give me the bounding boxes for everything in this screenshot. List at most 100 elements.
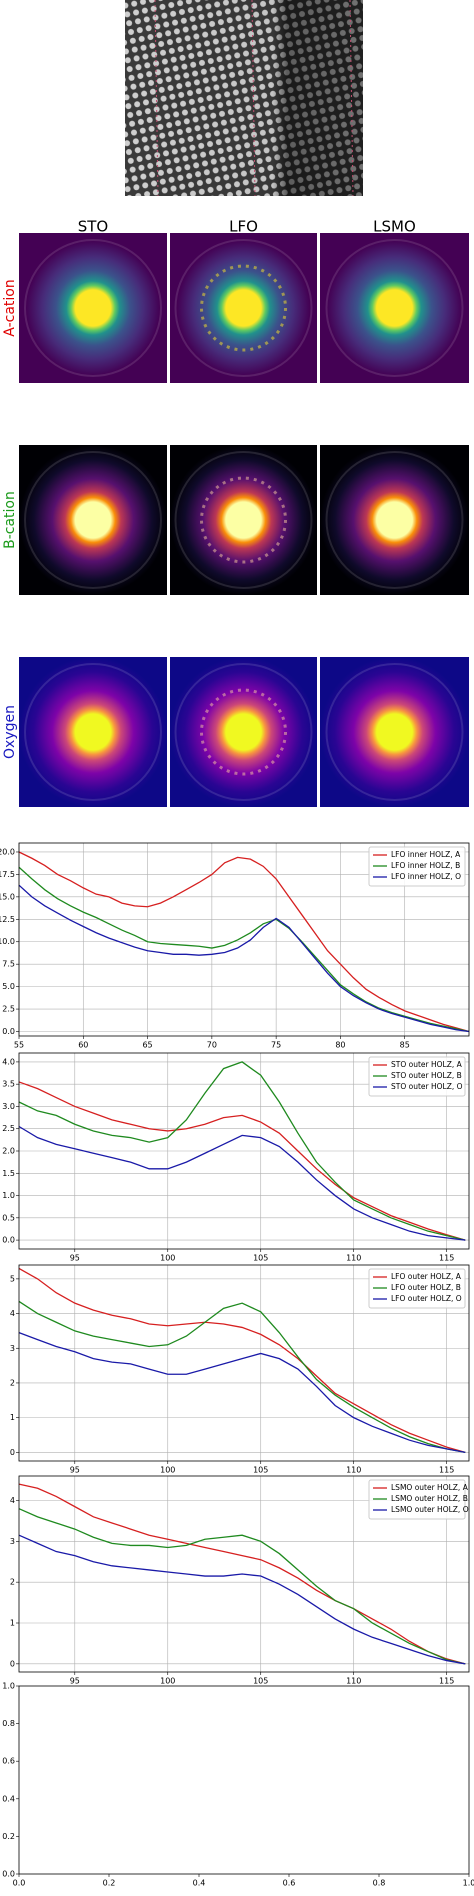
- series-line: [18, 1081, 466, 1241]
- legend-label: STO outer HOLZ, A: [391, 1060, 463, 1069]
- x-tick-label: 95: [70, 1466, 80, 1475]
- y-tick-label: 4: [10, 1309, 15, 1318]
- y-tick-label: 0.0: [2, 1870, 15, 1879]
- y-tick-label: 10.0: [0, 937, 15, 946]
- x-tick-label: 115: [439, 1677, 454, 1686]
- y-tick-label: 2.0: [2, 1147, 15, 1156]
- x-tick-label: 95: [70, 1254, 80, 1263]
- axes-frame: [18, 1052, 470, 1250]
- axes-frame: [18, 1475, 470, 1673]
- x-tick-label: 55: [14, 1041, 24, 1050]
- y-tick-label: 0.0: [2, 1027, 15, 1036]
- x-tick-label: 60: [78, 1041, 88, 1050]
- holz-ring: [174, 451, 313, 589]
- legend-label: LSMO outer HOLZ, O: [391, 1505, 469, 1514]
- legend-label: STO outer HOLZ, O: [391, 1082, 463, 1091]
- row-label: Oxygen: [2, 705, 18, 759]
- holz-ring: [200, 476, 287, 564]
- y-tick-label: 7.5: [2, 960, 15, 969]
- y-tick-label: 0.4: [2, 1794, 15, 1803]
- diffraction-panel: [320, 445, 469, 595]
- legend-box: [368, 1056, 466, 1097]
- x-tick-label: 0.6: [283, 1879, 296, 1888]
- series-line: [18, 1332, 466, 1453]
- legend-box: [368, 1479, 466, 1520]
- series-line: [18, 1483, 466, 1665]
- y-tick-label: 3.5: [2, 1080, 15, 1089]
- y-tick-label: 0.0: [2, 1236, 15, 1245]
- holz-ring: [24, 663, 162, 801]
- x-tick-label: 110: [346, 1466, 361, 1475]
- axes-frame: [18, 1264, 470, 1462]
- y-tick-label: 1: [10, 1619, 15, 1628]
- x-tick-label: 95: [70, 1677, 80, 1686]
- x-tick-label: 105: [253, 1254, 268, 1263]
- x-tick-label: 115: [439, 1254, 454, 1263]
- legend-label: LFO inner HOLZ, B: [391, 861, 460, 870]
- y-tick-label: 12.5: [0, 915, 15, 924]
- y-tick-label: 3: [10, 1537, 15, 1546]
- series-line: [18, 1267, 466, 1453]
- x-tick-label: 0.2: [103, 1879, 116, 1888]
- diffraction-panel: [19, 445, 167, 595]
- diffraction-panel: [170, 657, 317, 807]
- row-label: A-cation: [2, 279, 18, 336]
- legend-label: LSMO outer HOLZ, A: [391, 1483, 469, 1492]
- y-tick-label: 3.0: [2, 1102, 15, 1111]
- x-tick-label: 100: [160, 1677, 175, 1686]
- y-tick-label: 2: [10, 1378, 15, 1387]
- y-tick-label: 2.5: [2, 1005, 15, 1014]
- holz-ring: [24, 239, 162, 377]
- x-tick-label: 1.0: [463, 1879, 474, 1888]
- x-tick-label: 0.8: [373, 1879, 386, 1888]
- series-line: [18, 866, 470, 1033]
- y-tick-label: 17.5: [0, 870, 15, 879]
- y-tick-label: 3: [10, 1344, 15, 1353]
- y-tick-label: 1.0: [2, 1682, 15, 1691]
- axes-frame: [18, 1685, 470, 1875]
- diffraction-panel: [170, 233, 317, 383]
- x-tick-label: 0.4: [193, 1879, 206, 1888]
- x-tick-label: 70: [207, 1041, 217, 1050]
- y-tick-label: 4: [10, 1496, 15, 1505]
- y-tick-label: 15.0: [0, 892, 15, 901]
- y-tick-label: 0: [10, 1659, 15, 1668]
- axes-frame: [18, 842, 470, 1037]
- holz-ring: [174, 663, 313, 801]
- y-tick-label: 5: [10, 1274, 15, 1283]
- charts: 556065707580850.02.55.07.510.012.515.017…: [0, 842, 474, 1888]
- column-label: STO: [78, 218, 109, 236]
- y-tick-label: 0.2: [2, 1832, 15, 1841]
- series-line: [18, 1125, 466, 1241]
- holz-ring: [325, 239, 464, 377]
- plot-area: [19, 1686, 469, 1874]
- legend-label: LFO outer HOLZ, O: [391, 1294, 462, 1303]
- x-tick-label: 110: [346, 1677, 361, 1686]
- y-tick-label: 0.6: [2, 1757, 15, 1766]
- holz-ring: [200, 264, 287, 352]
- series-line: [18, 851, 470, 1033]
- legend-label: STO outer HOLZ, B: [391, 1071, 462, 1080]
- column-label: LFO: [229, 218, 258, 236]
- y-tick-label: 4.0: [2, 1057, 15, 1066]
- series-line: [18, 1508, 466, 1665]
- diffraction-panel: [19, 233, 167, 383]
- legend-box: [368, 1268, 466, 1309]
- diffraction-panel: [19, 657, 167, 807]
- legend-label: LSMO outer HOLZ, B: [391, 1494, 468, 1503]
- x-tick-label: 80: [335, 1041, 345, 1050]
- holz-ring: [325, 663, 464, 801]
- series-line: [18, 1061, 466, 1241]
- holz-ring: [24, 451, 162, 589]
- legend-label: LFO outer HOLZ, B: [391, 1283, 461, 1292]
- y-tick-label: 0.8: [2, 1719, 15, 1728]
- y-tick-label: 5.0: [2, 982, 15, 991]
- series-line: [18, 1534, 466, 1665]
- holz-ring: [325, 451, 464, 589]
- x-tick-label: 85: [400, 1041, 410, 1050]
- x-tick-label: 100: [160, 1466, 175, 1475]
- x-tick-label: 105: [253, 1677, 268, 1686]
- y-tick-label: 1: [10, 1413, 15, 1422]
- y-tick-label: 1.0: [2, 1191, 15, 1200]
- x-tick-label: 105: [253, 1466, 268, 1475]
